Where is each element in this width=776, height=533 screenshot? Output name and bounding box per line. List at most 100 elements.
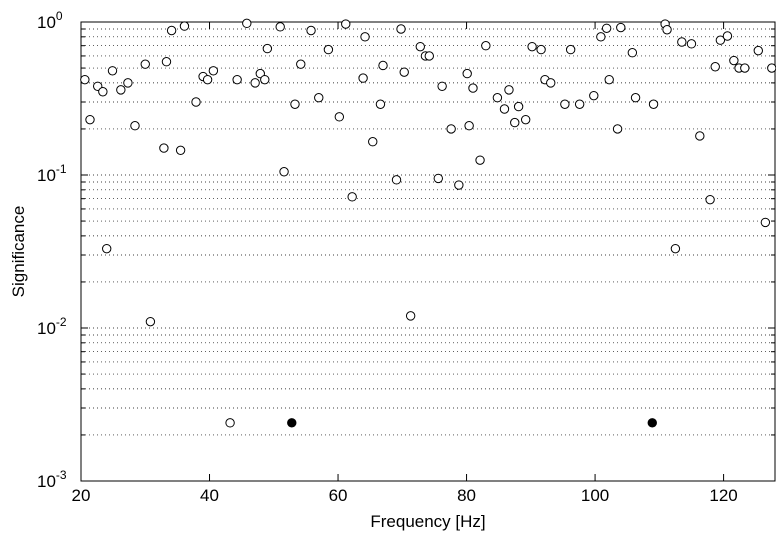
data-point <box>740 63 750 73</box>
data-point <box>191 97 201 107</box>
data-point <box>612 124 623 134</box>
data-point <box>175 145 186 156</box>
data-point <box>677 37 687 47</box>
data-point <box>510 117 520 128</box>
data-point <box>85 114 95 125</box>
y-axis-label: Significance <box>9 206 28 298</box>
data-point <box>314 93 324 103</box>
data-point <box>262 43 273 54</box>
data-point <box>232 74 242 85</box>
x-tick-label: 100 <box>581 486 609 505</box>
data-point <box>546 78 556 88</box>
data-point <box>347 192 357 202</box>
data-point <box>290 99 300 109</box>
data-point <box>492 93 503 103</box>
data-point <box>574 99 585 109</box>
x-tick-label: 60 <box>329 486 348 505</box>
y-tick-label: 100 <box>37 9 63 32</box>
data-point <box>715 35 726 45</box>
data-point <box>437 81 447 91</box>
data-point <box>202 74 213 85</box>
data-point <box>601 23 612 33</box>
grid-lines <box>81 28 775 436</box>
data-point <box>705 194 715 205</box>
data-point <box>130 121 140 131</box>
data-point <box>767 63 776 73</box>
data-point <box>662 25 672 35</box>
data-point <box>415 41 425 52</box>
data-point <box>159 143 169 153</box>
data-point <box>296 59 306 69</box>
data-point <box>589 90 599 101</box>
data-point <box>341 19 351 29</box>
data-point-filled <box>647 418 657 428</box>
data-point <box>396 24 406 34</box>
data-point <box>760 217 771 228</box>
data-point <box>358 73 368 83</box>
data-point <box>468 83 478 93</box>
data-point <box>279 167 289 177</box>
data-point <box>368 137 378 147</box>
data-point <box>722 31 733 41</box>
data-point <box>375 99 386 109</box>
data-point <box>334 112 345 122</box>
x-tick-label: 120 <box>709 486 737 505</box>
data-point <box>627 48 638 58</box>
data-point <box>399 67 409 77</box>
data-point <box>670 243 681 254</box>
data-point <box>323 44 334 55</box>
data-point <box>464 121 474 131</box>
y-tick-label: 10-3 <box>37 468 67 491</box>
data-point <box>123 78 133 88</box>
x-tick-label: 40 <box>200 486 219 505</box>
data-point <box>260 74 270 85</box>
plot-area <box>80 21 776 482</box>
data-point <box>753 45 763 56</box>
data-point <box>208 66 219 76</box>
data-point <box>242 18 252 29</box>
data-point <box>604 74 614 85</box>
x-tick-label: 80 <box>457 486 476 505</box>
x-tick-label: 20 <box>72 486 91 505</box>
data-point-filled <box>287 418 297 428</box>
data-point <box>102 243 112 254</box>
data-point <box>481 41 491 51</box>
data-point <box>80 74 90 85</box>
y-tick-label: 10-2 <box>37 315 67 338</box>
data-point <box>360 32 370 42</box>
data-point <box>462 68 472 79</box>
data-point <box>454 180 464 190</box>
data-point <box>98 87 108 97</box>
data-point <box>391 175 402 185</box>
data-point <box>446 124 456 134</box>
data-point <box>729 55 739 66</box>
data-point <box>275 22 285 32</box>
data-points <box>80 18 776 428</box>
y-tick-labels: 10-3 10-2 10-1 100 <box>37 9 67 491</box>
data-point <box>166 25 177 36</box>
data-point <box>306 25 316 36</box>
data-point <box>710 62 720 72</box>
data-point <box>161 57 172 67</box>
data-point <box>560 99 570 109</box>
data-point <box>116 85 126 95</box>
data-point <box>686 39 697 49</box>
data-point <box>630 93 641 103</box>
data-point <box>616 22 626 33</box>
data-point <box>424 51 434 61</box>
x-tick-labels: 20 40 60 80 100 120 <box>72 486 738 505</box>
data-point <box>513 101 524 112</box>
data-point <box>520 114 531 125</box>
data-point <box>504 85 514 95</box>
data-point <box>107 66 118 76</box>
data-point <box>499 104 510 114</box>
data-point <box>145 316 156 327</box>
data-point <box>250 78 260 88</box>
x-axis-label: Frequency [Hz] <box>370 512 485 531</box>
axis-ticks <box>80 22 775 481</box>
data-point <box>140 59 150 69</box>
data-point <box>378 60 388 71</box>
data-point <box>527 41 537 52</box>
data-point <box>648 99 659 109</box>
